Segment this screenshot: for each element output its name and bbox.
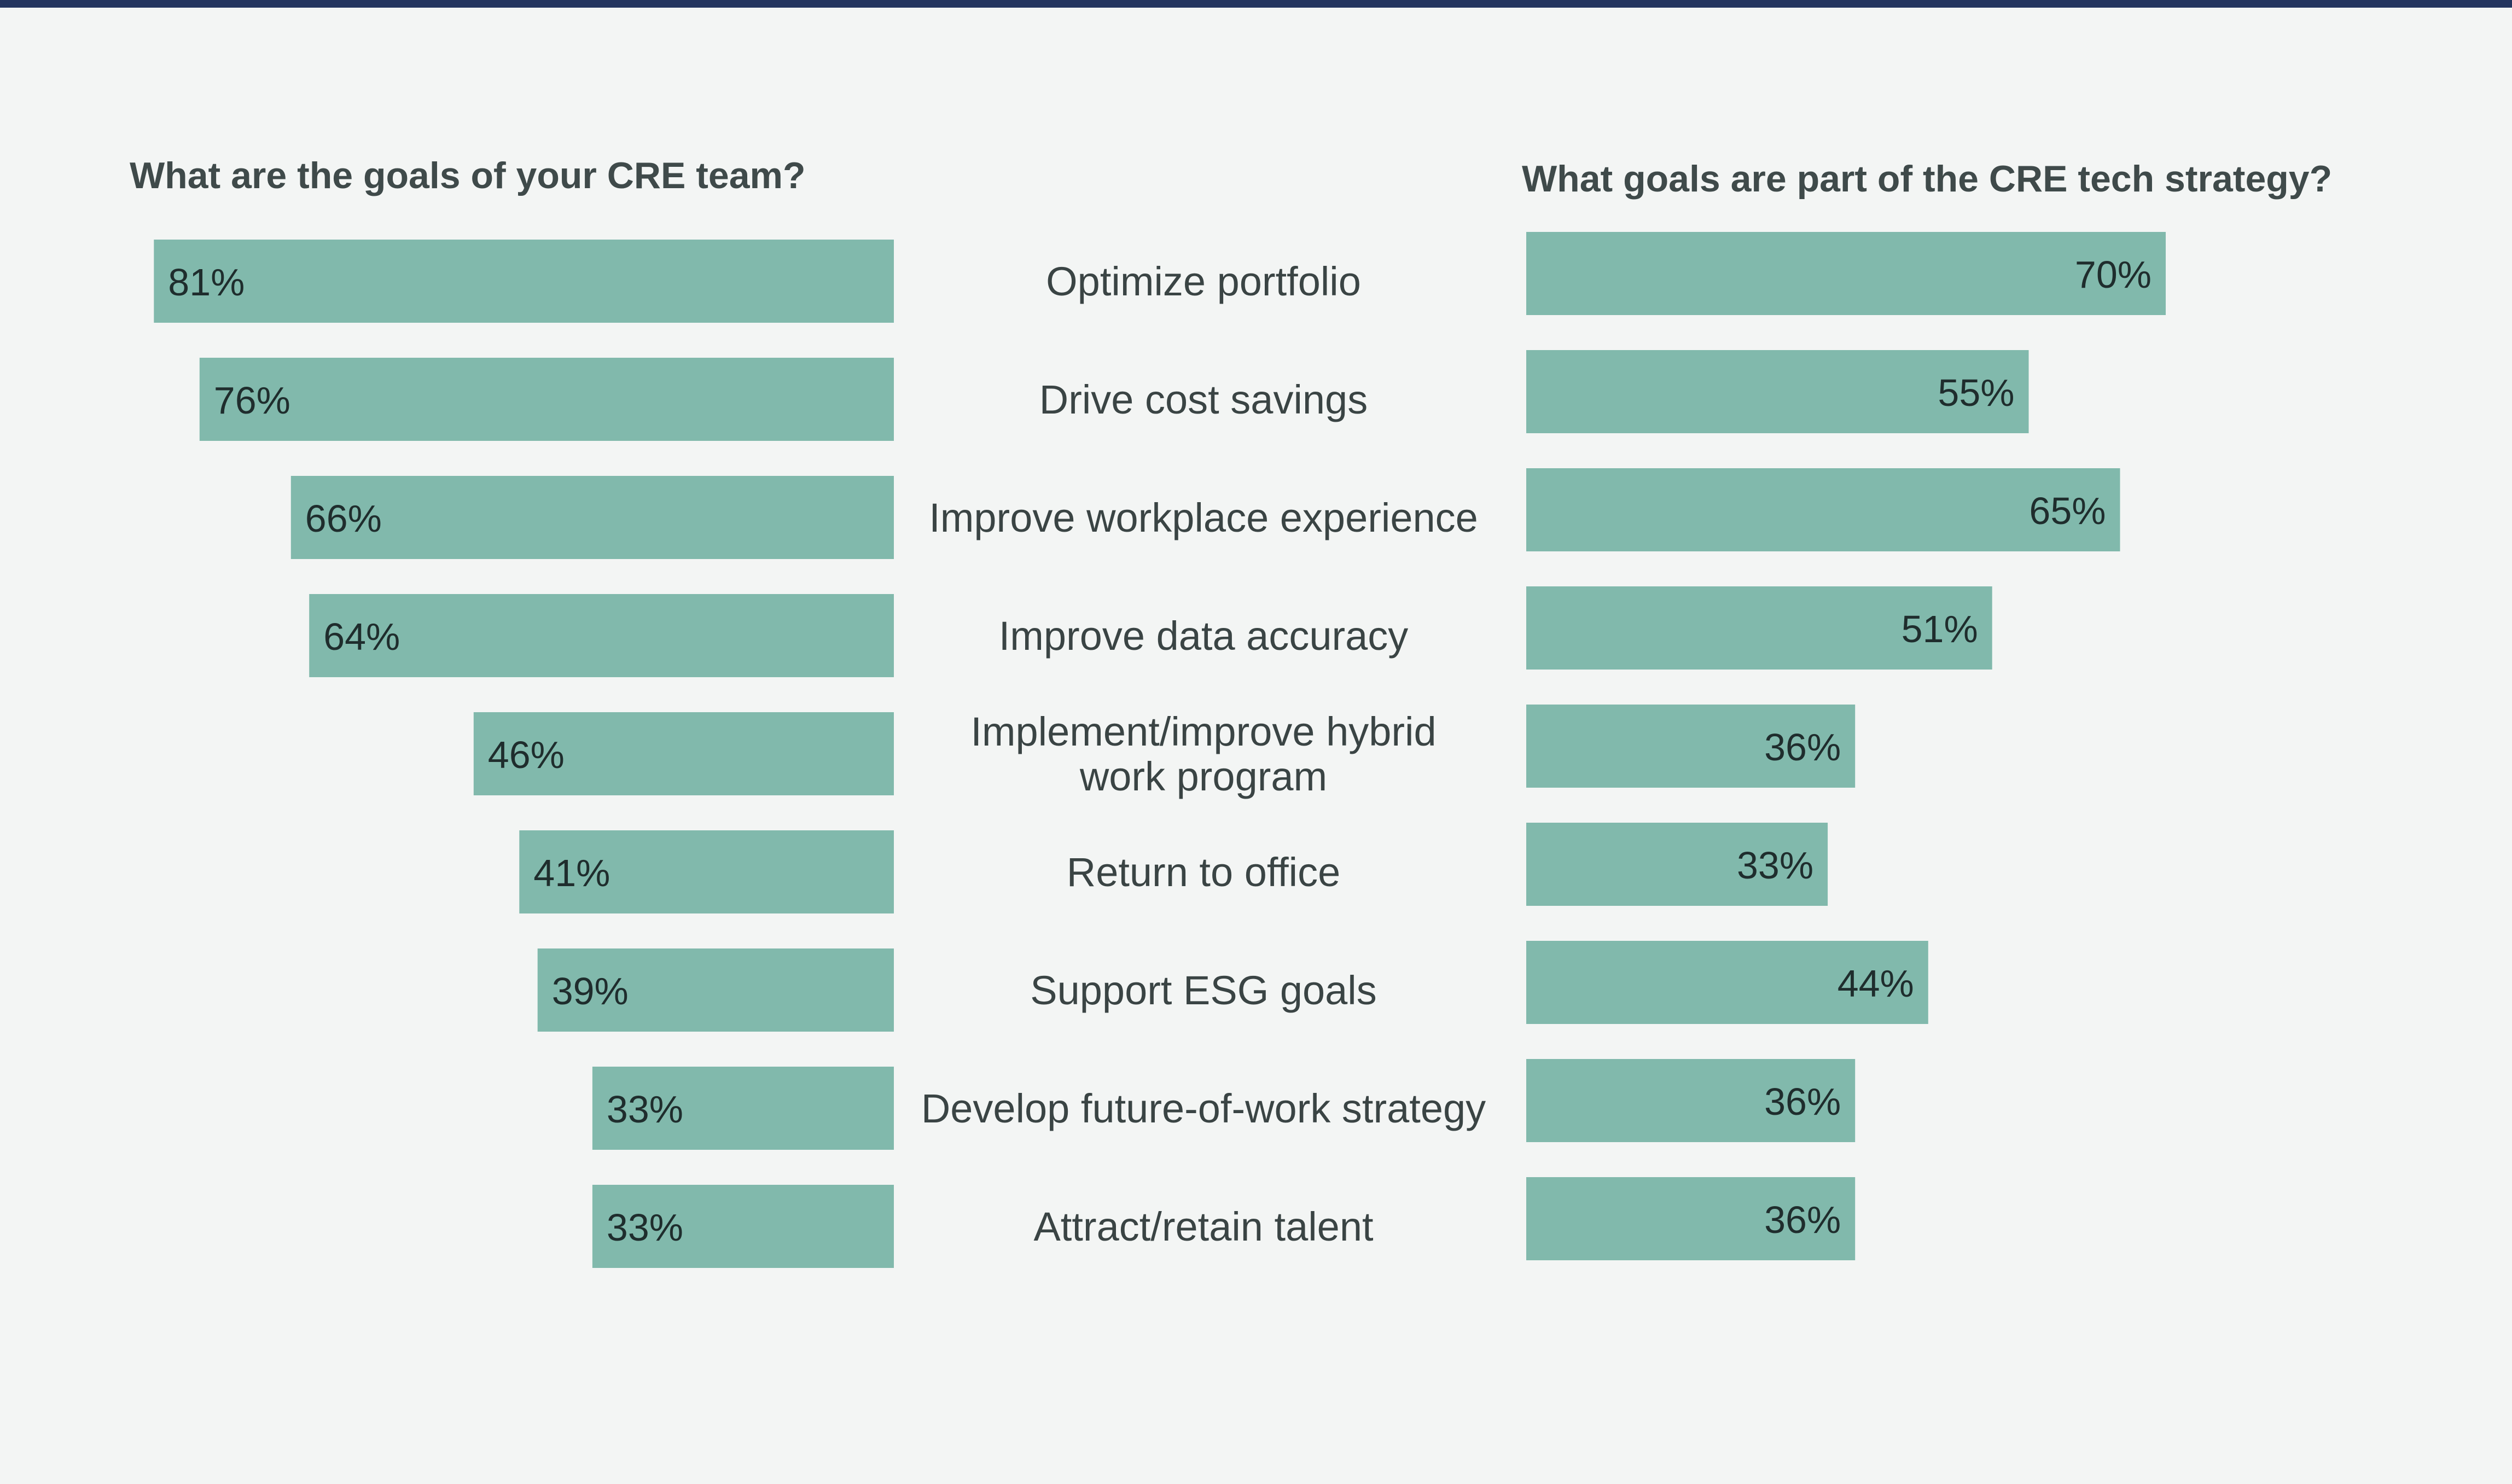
left-bar-value-label: 33% xyxy=(607,1088,683,1131)
right-bars: 70% 55% 65% 51% 36% 33% 44% 36% 36% xyxy=(1526,232,2166,1260)
category-label-line: work program xyxy=(1079,754,1327,799)
right-bar-value-label: 55% xyxy=(1938,371,2014,414)
left-bar xyxy=(592,1067,894,1150)
right-bar xyxy=(1526,1059,1856,1142)
right-bar-value-label: 44% xyxy=(1838,962,1914,1005)
category-label-line: Attract/retain talent xyxy=(1033,1204,1374,1249)
category-labels: Optimize portfolio Drive cost savings Impr… xyxy=(921,259,1486,1249)
right-bar-value-label: 70% xyxy=(2075,253,2152,296)
right-bar-value-label: 36% xyxy=(1764,1198,1841,1241)
right-bar-value-label: 65% xyxy=(2029,490,2106,532)
category-label: Improve data accuracy xyxy=(999,613,1409,659)
left-bar xyxy=(290,476,894,559)
right-bar-value-label: 33% xyxy=(1737,844,1813,887)
right-panel-title: What goals are part of the CRE tech stra… xyxy=(1522,158,2332,200)
left-bar-value-label: 33% xyxy=(607,1206,683,1249)
category-label: Attract/retain talent xyxy=(1033,1204,1374,1249)
category-label-line: Drive cost savings xyxy=(1039,377,1368,422)
category-label: Optimize portfolio xyxy=(1046,259,1361,304)
left-bar-value-label: 46% xyxy=(488,734,565,776)
category-label-line: Implement/improve hybrid xyxy=(970,709,1436,754)
category-label: Implement/improve hybrid work program xyxy=(970,709,1436,799)
category-label: Drive cost savings xyxy=(1039,377,1368,422)
right-bar xyxy=(1526,941,1928,1024)
left-bar xyxy=(592,1185,894,1268)
right-bar-value-label: 36% xyxy=(1764,726,1841,769)
category-label-line: Improve data accuracy xyxy=(999,613,1409,659)
right-bar xyxy=(1526,823,1828,906)
category-label: Develop future-of-work strategy xyxy=(921,1086,1486,1131)
right-bar-value-label: 36% xyxy=(1764,1080,1841,1123)
category-label-line: Optimize portfolio xyxy=(1046,259,1361,304)
left-bars: 81% 76% 66% 64% 46% 41% 39% 33% 33% xyxy=(154,240,894,1268)
left-bar-value-label: 81% xyxy=(168,261,245,304)
category-label: Improve workplace experience xyxy=(929,495,1478,540)
left-bar xyxy=(473,712,894,795)
category-label: Return to office xyxy=(1067,849,1340,895)
right-bar-value-label: 51% xyxy=(1902,608,1978,650)
category-label-line: Develop future-of-work strategy xyxy=(921,1086,1486,1131)
category-label-line: Improve workplace experience xyxy=(929,495,1478,540)
left-bar xyxy=(519,830,894,913)
left-bar-value-label: 39% xyxy=(552,970,629,1012)
left-bar-value-label: 41% xyxy=(533,852,610,894)
right-bar xyxy=(1526,586,1992,670)
left-bar-value-label: 76% xyxy=(214,379,290,422)
left-bar xyxy=(154,240,894,323)
left-bar xyxy=(537,948,894,1032)
left-bar xyxy=(309,594,894,677)
right-bar xyxy=(1526,705,1856,788)
left-bar-value-label: 64% xyxy=(323,615,400,658)
category-label: Support ESG goals xyxy=(1030,968,1376,1013)
top-rule xyxy=(0,0,2512,8)
left-panel-title: What are the goals of your CRE team? xyxy=(130,155,806,196)
category-label-line: Return to office xyxy=(1067,849,1340,895)
right-bar xyxy=(1526,232,2166,315)
right-bar xyxy=(1526,1177,1856,1260)
right-bar xyxy=(1526,350,2029,433)
left-bar xyxy=(199,358,894,441)
right-bar xyxy=(1526,468,2120,551)
left-bar-value-label: 66% xyxy=(305,497,382,540)
category-label-line: Support ESG goals xyxy=(1030,968,1376,1013)
